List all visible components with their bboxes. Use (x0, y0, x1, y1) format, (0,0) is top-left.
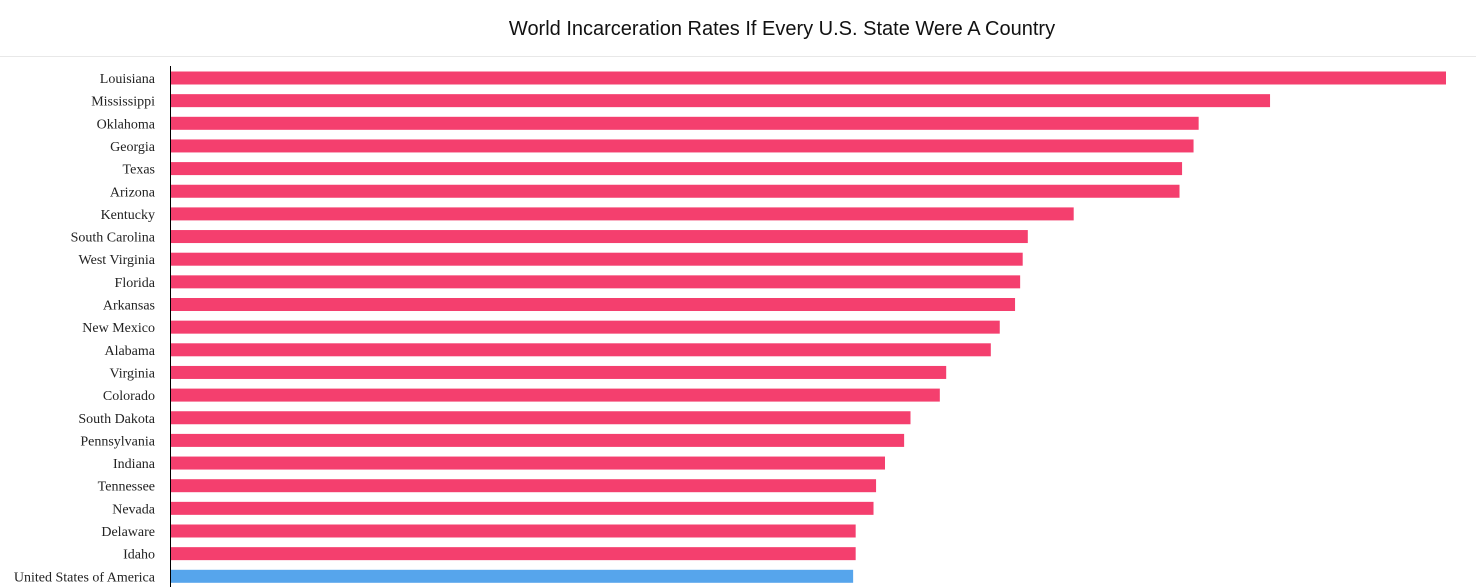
category-label: Mississippi (91, 95, 155, 110)
bar-south-carolina (171, 230, 1028, 244)
bar-nevada (171, 501, 874, 515)
bar-florida (171, 275, 1021, 289)
bar-alabama (171, 343, 991, 357)
bar-indiana (171, 456, 885, 470)
chart-title: World Incarceration Rates If Every U.S. … (508, 18, 1056, 40)
category-label: Alabama (104, 344, 155, 359)
bar-mississippi (171, 94, 1271, 108)
category-label: Indiana (113, 457, 156, 472)
category-labels: Louisiana Mississippi Oklahoma Georgia Texas… (14, 72, 156, 585)
category-label: Nevada (112, 502, 156, 517)
bar-louisiana (171, 71, 1446, 85)
bar-series (171, 71, 1446, 583)
bar-oklahoma (171, 116, 1199, 130)
category-label: Virginia (109, 366, 155, 381)
bar-arkansas (171, 298, 1016, 311)
category-label: New Mexico (82, 321, 155, 336)
category-label: Kentucky (101, 208, 155, 223)
category-label: Idaho (123, 548, 155, 563)
bar-west-virginia (171, 252, 1023, 266)
bar-virginia (171, 365, 947, 379)
bar-delaware (171, 524, 856, 538)
category-label: Florida (115, 276, 156, 291)
bar-colorado (171, 388, 940, 402)
category-label: Colorado (103, 389, 155, 404)
category-label: Pennsylvania (80, 434, 155, 449)
category-label: United States of America (14, 570, 156, 585)
bar-arizona (171, 184, 1180, 198)
bar-idaho (171, 547, 856, 561)
bar-kentucky (171, 207, 1074, 221)
bar-united-states-of-america (171, 569, 854, 583)
category-label: Delaware (101, 525, 155, 540)
category-label: Louisiana (100, 72, 156, 87)
category-label: Arizona (110, 185, 156, 200)
category-label: Oklahoma (97, 117, 156, 132)
bar-texas (171, 162, 1183, 176)
category-label: Texas (123, 163, 155, 178)
category-label: Georgia (110, 140, 156, 155)
category-label: Tennessee (98, 480, 155, 495)
bar-georgia (171, 139, 1194, 153)
category-label: South Carolina (71, 231, 156, 246)
bar-new-mexico (171, 320, 1000, 334)
category-label: South Dakota (78, 412, 155, 427)
category-label: West Virginia (79, 253, 156, 268)
bar-south-dakota (171, 411, 911, 425)
category-label: Arkansas (103, 299, 155, 314)
chart-header: World Incarceration Rates If Every U.S. … (0, 0, 1476, 57)
bar-tennessee (171, 479, 877, 493)
bar-pennsylvania (171, 433, 905, 447)
